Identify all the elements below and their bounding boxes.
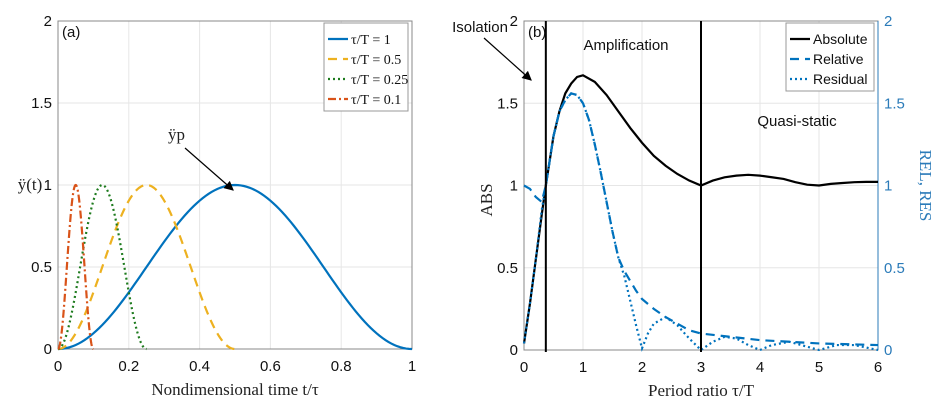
y-tick-label: 2 bbox=[44, 13, 52, 30]
legend: Absolute Relative Residual bbox=[785, 22, 875, 92]
x-tick-label: 1 bbox=[408, 358, 416, 375]
y-tick-label: 1 bbox=[44, 177, 52, 194]
region-label-isolation: Isolation bbox=[452, 19, 508, 36]
x-tick-label: 5 bbox=[815, 359, 823, 376]
legend-entry: τ/T = 0.5 bbox=[351, 53, 401, 68]
y-tick-label: 0 bbox=[510, 342, 518, 359]
x-tick-label: 0.8 bbox=[331, 358, 352, 375]
x-tick-label: 0.2 bbox=[118, 358, 139, 375]
region-label-quasi-static: Quasi-static bbox=[757, 113, 837, 130]
plot-frame bbox=[57, 20, 413, 350]
isolation-arrow bbox=[483, 37, 532, 81]
legend-entry: τ/T = 0.1 bbox=[351, 93, 401, 108]
x-tick-label: 0.4 bbox=[189, 358, 210, 375]
region-label-amplification: Amplification bbox=[583, 37, 668, 54]
legend: τ/T = 1 τ/T = 0.5 τ/T = 0.25 τ/T = 0.1 bbox=[323, 22, 409, 112]
x-tick-label: 3 bbox=[697, 359, 705, 376]
y-peak-annotation: ÿp bbox=[168, 125, 185, 144]
panel-label: (a) bbox=[62, 24, 80, 41]
x-axis-label: Nondimensional time t/τ bbox=[151, 380, 319, 399]
y-right-tick-label: 0 bbox=[884, 342, 892, 359]
x-tick-label: 0 bbox=[520, 359, 528, 376]
series-line--t-0-25 bbox=[57, 183, 147, 351]
legend-box bbox=[323, 22, 409, 112]
x-tick-label: 6 bbox=[874, 359, 882, 376]
series-line--t-0-1 bbox=[57, 183, 94, 351]
series-line-residual bbox=[522, 92, 879, 352]
y-tick-label: 1 bbox=[510, 178, 518, 195]
y-right-tick-label: 1.5 bbox=[884, 95, 905, 112]
x-tick-label: 4 bbox=[756, 359, 764, 376]
annotation-arrow bbox=[184, 147, 234, 191]
y-tick-label: 0 bbox=[44, 341, 52, 358]
y-right-axis-label: REL, RES bbox=[916, 150, 931, 222]
x-axis-label: Period ratio τ/T bbox=[648, 381, 755, 400]
panel-label: (b) bbox=[528, 24, 546, 41]
y-tick-label: 2 bbox=[510, 13, 518, 30]
y-tick-label: 1.5 bbox=[31, 95, 52, 112]
x-tick-label: 0.6 bbox=[260, 358, 281, 375]
panel-a: 0 0.2 0.4 0.6 0.8 1 0 0.5 1 1.5 2 (a) Nondimensional… bbox=[18, 13, 416, 399]
y-axis-label: ÿ(t) bbox=[18, 175, 43, 194]
y-tick-label: 1.5 bbox=[497, 95, 518, 112]
y-axis-label: ABS bbox=[477, 183, 496, 216]
y-right-tick-label: 1 bbox=[884, 178, 892, 195]
y-right-tick-label: 0.5 bbox=[884, 260, 905, 277]
x-tick-label: 0 bbox=[54, 358, 62, 375]
legend-entry: Relative bbox=[813, 51, 864, 67]
series-line-relative bbox=[523, 92, 879, 347]
legend-entry: τ/T = 1 bbox=[351, 33, 391, 48]
legend-entry: τ/T = 0.25 bbox=[351, 73, 408, 88]
legend-entry: Absolute bbox=[813, 31, 868, 47]
legend-entry: Residual bbox=[813, 71, 867, 87]
y-right-tick-label: 2 bbox=[884, 13, 892, 30]
y-tick-label: 0.5 bbox=[31, 259, 52, 276]
x-tick-label: 1 bbox=[579, 359, 587, 376]
series-line--t-1 bbox=[57, 183, 413, 351]
y-tick-label: 0.5 bbox=[497, 260, 518, 277]
x-tick-label: 2 bbox=[638, 359, 646, 376]
